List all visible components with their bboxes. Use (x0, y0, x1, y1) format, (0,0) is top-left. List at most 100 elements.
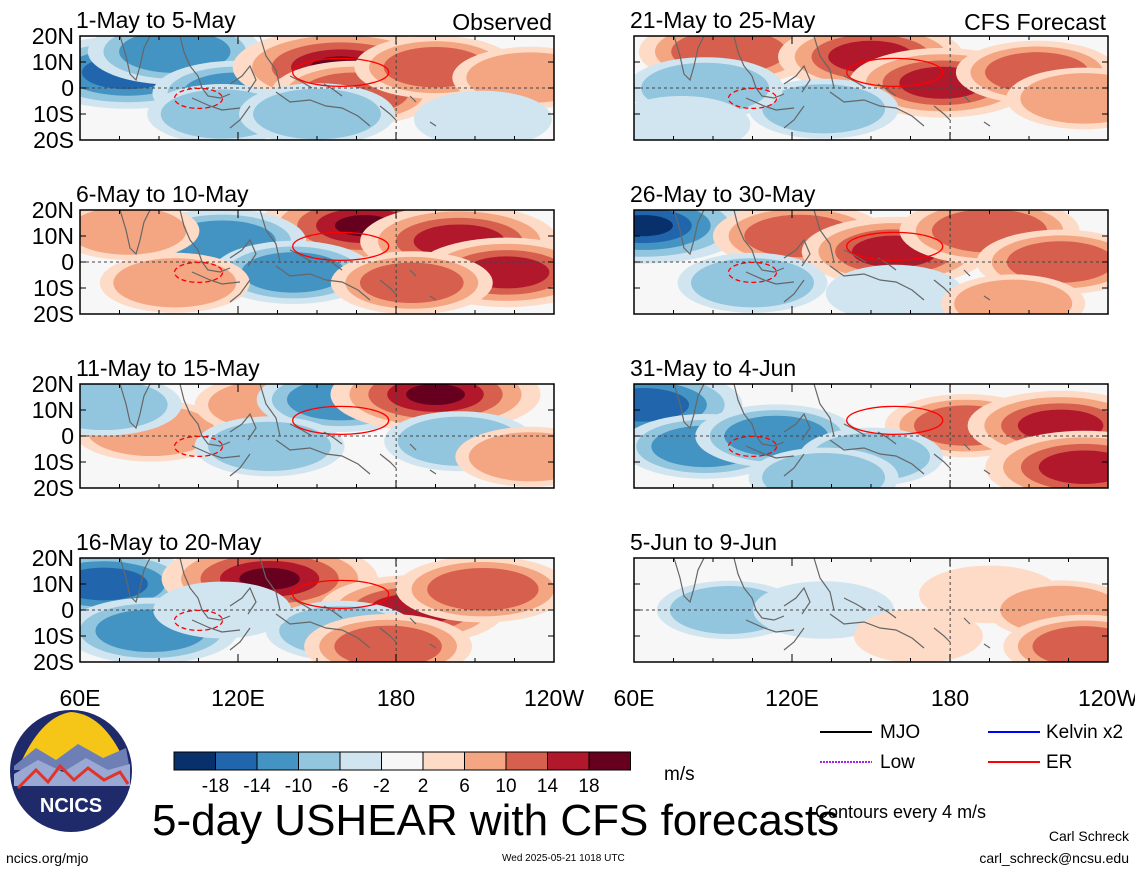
shear-anomaly-blob (634, 96, 751, 140)
er-contour-negative (727, 87, 778, 110)
lat-tick-label: 10N (32, 397, 74, 423)
lat-tick-label: 20N (32, 23, 74, 49)
lon-tick-label: 120W (1078, 685, 1135, 711)
colorbar-tick-label: -18 (202, 776, 229, 797)
colorbar-swatch (547, 751, 590, 771)
panel-period-title: 6-May to 10-May (76, 181, 249, 207)
shear-anomaly-blob (669, 586, 788, 634)
colorbar-tick-label: 14 (537, 776, 559, 797)
shear-anomaly-blob (634, 388, 690, 422)
colorbar-tick-label: 18 (578, 776, 599, 797)
coastline (673, 384, 991, 477)
lon-tick-label: 180 (377, 685, 415, 711)
site-url: ncics.org/mjo (6, 850, 89, 866)
shear-anomaly-blob (1038, 450, 1108, 484)
lon-tick-label: 120E (765, 685, 819, 711)
contour-note: Contours every 4 m/s (815, 802, 987, 822)
map-panel: 26-May to 30-May (630, 181, 1109, 315)
legend-label-low: Low (880, 752, 915, 773)
shear-anomaly-blob (241, 252, 346, 293)
lat-tick-label: 10S (33, 275, 74, 301)
shear-anomaly-blob (427, 567, 539, 611)
colorbar-swatch (298, 751, 341, 771)
er-contour (846, 231, 944, 262)
er-contour-negative (173, 87, 224, 110)
lat-tick-label: 0 (61, 75, 74, 101)
coastline (673, 210, 991, 303)
lon-tick-label: 120E (211, 685, 265, 711)
panel-period-title: 11-May to 15-May (76, 355, 260, 381)
shear-anomaly-blob (406, 384, 465, 406)
colorbar-swatch (464, 751, 507, 771)
coastline (673, 558, 991, 651)
colorbar-tick-label: -14 (243, 776, 271, 797)
coastline (119, 558, 437, 651)
lon-tick-label: 60E (614, 685, 655, 711)
er-contour (292, 231, 390, 262)
observed-label: Observed (452, 9, 552, 35)
colorbar-swatch (215, 751, 258, 771)
shear-anomaly-blob (80, 384, 168, 431)
panel-period-title: 26-May to 30-May (630, 181, 816, 207)
shear-anomaly-blob (208, 421, 332, 471)
colorbar-swatch (381, 751, 424, 771)
panel-period-title: 1-May to 5-May (76, 7, 236, 33)
shear-anomaly-blob (1032, 626, 1108, 662)
shear-anomaly-blob (239, 567, 300, 590)
colorbar-tick-label: 2 (418, 776, 429, 797)
figure-title: 5-day USHEAR with CFS forecasts (152, 796, 840, 845)
lat-tick-label: 20S (33, 649, 74, 675)
colorbar-tick-label: 6 (459, 776, 470, 797)
lat-tick-label: 20N (32, 197, 74, 223)
shear-anomaly-blob (762, 453, 886, 488)
shear-anomaly-blob (359, 262, 464, 304)
lat-tick-label: 20S (33, 301, 74, 327)
shear-anomaly-blob (466, 52, 554, 103)
lon-tick-label: 180 (931, 685, 969, 711)
legend (820, 731, 1040, 763)
shear-anomaly-blob (468, 432, 554, 482)
author-email: carl_schreck@ncsu.edu (979, 850, 1129, 866)
colorbar-swatch (173, 751, 216, 771)
legend-label-kelvin: Kelvin x2 (1046, 722, 1124, 743)
er-contour (846, 405, 944, 436)
colorbar-tick-label: -2 (373, 776, 390, 797)
lat-tick-label: 0 (61, 249, 74, 275)
timestamp: Wed 2025-05-21 1018 UTC (502, 853, 625, 864)
colorbar-tick-label: -10 (285, 776, 312, 797)
shear-anomaly-blob (80, 567, 148, 601)
lat-tick-label: 10N (32, 49, 74, 75)
colorbar-units: m/s (664, 764, 695, 785)
colorbar-swatch (505, 751, 548, 771)
forecast-label: CFS Forecast (964, 9, 1106, 35)
logo-text: NCICS (40, 795, 102, 817)
colorbar-swatch (339, 751, 382, 771)
panel-period-title: 21-May to 25-May (630, 7, 816, 33)
coastline (119, 210, 437, 303)
author: Carl Schreck (1048, 828, 1129, 844)
shear-anomaly-blob (954, 279, 1073, 314)
lat-tick-label: 10S (33, 623, 74, 649)
er-contour (292, 405, 390, 436)
colorbar-swatch (422, 751, 465, 771)
shear-anomaly-blob (634, 214, 673, 237)
colorbar-tick-label: 10 (495, 776, 516, 797)
lon-tick-label: 120W (524, 685, 584, 711)
shear-anomaly-blob (1006, 241, 1108, 283)
ncics-logo: NCICS (10, 710, 132, 832)
shear-anomaly-blob (413, 90, 552, 140)
shear-anomaly-blob (1020, 73, 1108, 124)
legend-label-er: ER (1046, 752, 1073, 773)
map-panel: 21-May to 25-May CFS Forecast (630, 7, 1109, 141)
map-panel: 31-May to 4-Jun (630, 355, 1109, 489)
lat-tick-label: 0 (61, 597, 74, 623)
colorbar-swatch (588, 751, 631, 771)
panel-period-title: 31-May to 4-Jun (630, 355, 796, 381)
coastline (673, 36, 991, 129)
coastline (119, 384, 437, 477)
shear-anomaly-blob (724, 415, 829, 457)
shear-anomaly-blob (753, 581, 895, 639)
